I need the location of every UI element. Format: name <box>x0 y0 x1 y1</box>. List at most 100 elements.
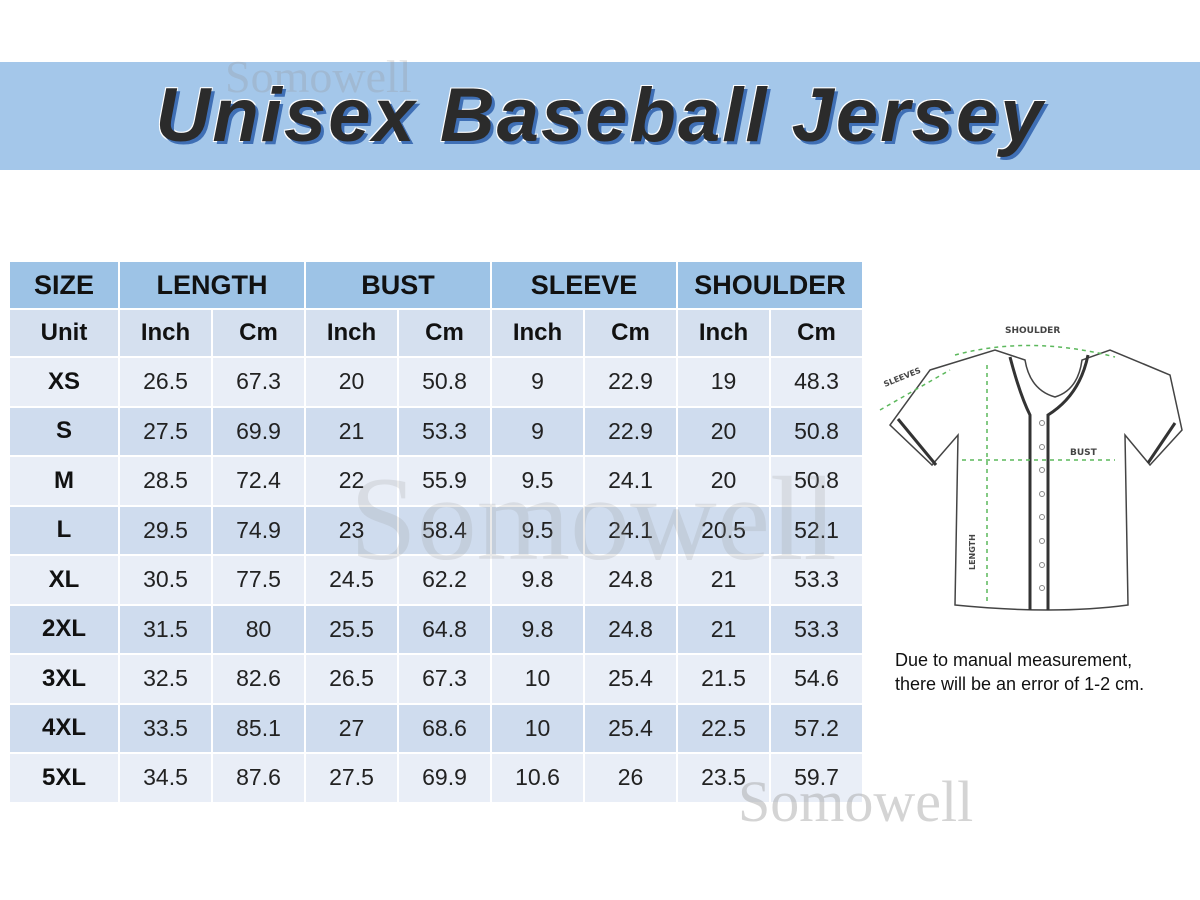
header-length: LENGTH <box>120 262 304 308</box>
value-cell: 53.3 <box>771 556 862 604</box>
unit-cell: Unit <box>10 310 118 356</box>
value-cell: 24.8 <box>585 605 676 653</box>
value-cell: 29.5 <box>120 506 211 554</box>
value-cell: 22 <box>306 457 397 505</box>
table-row: XS 26.5 67.3 20 50.8 9 22.9 19 48.3 <box>10 358 862 406</box>
value-cell: 20 <box>306 358 397 406</box>
value-cell: 54.6 <box>771 655 862 703</box>
value-cell: 24.8 <box>585 556 676 604</box>
value-cell: 64.8 <box>399 605 490 653</box>
label-length: LENGTH <box>968 534 977 570</box>
value-cell: 9.8 <box>492 605 583 653</box>
value-cell: 28.5 <box>120 457 211 505</box>
value-cell: 10 <box>492 655 583 703</box>
value-cell: 69.9 <box>399 754 490 802</box>
unit-cell: Cm <box>213 310 304 356</box>
size-cell: S <box>10 407 118 455</box>
value-cell: 58.4 <box>399 506 490 554</box>
value-cell: 26 <box>585 754 676 802</box>
table-row: L 29.5 74.9 23 58.4 9.5 24.1 20.5 52.1 <box>10 506 862 554</box>
table-row: XL 30.5 77.5 24.5 62.2 9.8 24.8 21 53.3 <box>10 556 862 604</box>
value-cell: 10 <box>492 704 583 752</box>
unit-cell: Inch <box>306 310 397 356</box>
value-cell: 27.5 <box>120 407 211 455</box>
value-cell: 48.3 <box>771 358 862 406</box>
unit-cell: Inch <box>120 310 211 356</box>
label-sleeves: SLEEVES <box>882 366 922 389</box>
note-line-2: there will be an error of 1-2 cm. <box>895 674 1145 694</box>
value-cell: 50.8 <box>771 457 862 505</box>
measurement-note: Due to manual measurement, there will be… <box>895 648 1144 696</box>
size-cell: 3XL <box>10 655 118 703</box>
value-cell: 21 <box>678 556 769 604</box>
value-cell: 9 <box>492 407 583 455</box>
header-bust: BUST <box>306 262 490 308</box>
value-cell: 80 <box>213 605 304 653</box>
unit-cell: Cm <box>771 310 862 356</box>
value-cell: 22.9 <box>585 407 676 455</box>
value-cell: 9.5 <box>492 506 583 554</box>
unit-header-row: Unit Inch Cm Inch Cm Inch Cm Inch Cm <box>10 310 862 356</box>
title-banner <box>0 62 1200 170</box>
value-cell: 62.2 <box>399 556 490 604</box>
header-size: SIZE <box>10 262 118 308</box>
value-cell: 52.1 <box>771 506 862 554</box>
value-cell: 20 <box>678 407 769 455</box>
value-cell: 82.6 <box>213 655 304 703</box>
value-cell: 27.5 <box>306 754 397 802</box>
value-cell: 20.5 <box>678 506 769 554</box>
jersey-diagram: SHOULDER SLEEVES BUST LENGTH <box>879 326 1183 611</box>
unit-cell: Inch <box>678 310 769 356</box>
value-cell: 25.4 <box>585 655 676 703</box>
value-cell: 9.8 <box>492 556 583 604</box>
table-row: S 27.5 69.9 21 53.3 9 22.9 20 50.8 <box>10 407 862 455</box>
value-cell: 19 <box>678 358 769 406</box>
size-cell: L <box>10 506 118 554</box>
note-line-1: Due to manual measurement, <box>895 650 1133 670</box>
size-cell: 5XL <box>10 754 118 802</box>
table-row: 5XL 34.5 87.6 27.5 69.9 10.6 26 23.5 59.7 <box>10 754 862 802</box>
value-cell: 69.9 <box>213 407 304 455</box>
value-cell: 57.2 <box>771 704 862 752</box>
value-cell: 23.5 <box>678 754 769 802</box>
value-cell: 67.3 <box>213 358 304 406</box>
value-cell: 67.3 <box>399 655 490 703</box>
table-row: 2XL 31.5 80 25.5 64.8 9.8 24.8 21 53.3 <box>10 605 862 653</box>
size-cell: 4XL <box>10 704 118 752</box>
header-sleeve: SLEEVE <box>492 262 676 308</box>
value-cell: 23 <box>306 506 397 554</box>
value-cell: 24.1 <box>585 457 676 505</box>
value-cell: 87.6 <box>213 754 304 802</box>
value-cell: 50.8 <box>399 358 490 406</box>
table-row: 3XL 32.5 82.6 26.5 67.3 10 25.4 21.5 54.6 <box>10 655 862 703</box>
value-cell: 22.5 <box>678 704 769 752</box>
value-cell: 68.6 <box>399 704 490 752</box>
value-cell: 32.5 <box>120 655 211 703</box>
value-cell: 34.5 <box>120 754 211 802</box>
value-cell: 9.5 <box>492 457 583 505</box>
value-cell: 26.5 <box>306 655 397 703</box>
value-cell: 53.3 <box>399 407 490 455</box>
value-cell: 59.7 <box>771 754 862 802</box>
size-cell: XS <box>10 358 118 406</box>
value-cell: 20 <box>678 457 769 505</box>
value-cell: 25.5 <box>306 605 397 653</box>
value-cell: 55.9 <box>399 457 490 505</box>
page-title: Unisex Baseball Jersey <box>155 73 1045 158</box>
value-cell: 30.5 <box>120 556 211 604</box>
value-cell: 10.6 <box>492 754 583 802</box>
value-cell: 21.5 <box>678 655 769 703</box>
unit-cell: Cm <box>585 310 676 356</box>
value-cell: 26.5 <box>120 358 211 406</box>
size-chart-table: SIZE LENGTH BUST SLEEVE SHOULDER Unit Inc… <box>8 260 864 804</box>
value-cell: 9 <box>492 358 583 406</box>
value-cell: 77.5 <box>213 556 304 604</box>
value-cell: 85.1 <box>213 704 304 752</box>
value-cell: 50.8 <box>771 407 862 455</box>
value-cell: 72.4 <box>213 457 304 505</box>
value-cell: 31.5 <box>120 605 211 653</box>
size-cell: M <box>10 457 118 505</box>
table-row: M 28.5 72.4 22 55.9 9.5 24.1 20 50.8 <box>10 457 862 505</box>
value-cell: 24.1 <box>585 506 676 554</box>
unit-cell: Inch <box>492 310 583 356</box>
